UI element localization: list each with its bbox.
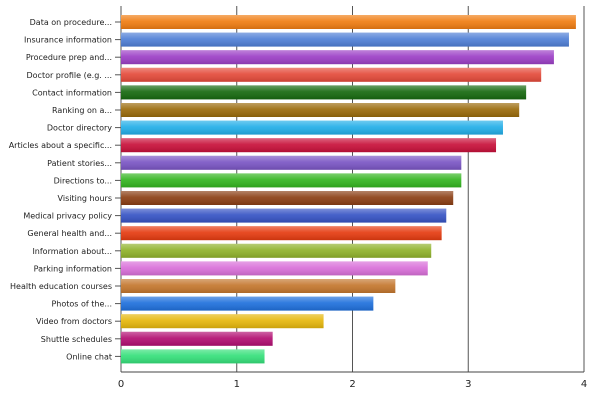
bar-highlight — [121, 279, 396, 293]
category-label: Patient stories... — [47, 159, 112, 168]
bar-highlight — [121, 138, 497, 153]
bar-highlight — [121, 243, 432, 258]
category-label: Articles about a specific... — [9, 141, 112, 150]
x-tick-label: 2 — [349, 379, 355, 390]
category-label: General health and... — [27, 229, 112, 238]
category-label: Parking information — [34, 264, 112, 273]
bar-series — [121, 15, 576, 364]
category-label: Insurance information — [24, 36, 112, 45]
x-tick-label: 0 — [118, 379, 124, 390]
bar-highlight — [121, 331, 273, 346]
category-label: Procedure prep and... — [26, 53, 112, 62]
category-label: Video from doctors — [36, 317, 112, 326]
category-label: Directions to... — [54, 176, 112, 185]
category-labels: Data on procedure... Insurance informatio… — [9, 18, 121, 361]
bar-highlight — [121, 103, 520, 117]
category-label: Ranking on a... — [52, 106, 112, 115]
x-axis-ticks: 0 1 2 3 4 — [118, 379, 587, 390]
bar-highlight — [121, 226, 442, 241]
bar-highlight — [121, 191, 454, 205]
x-tick-label: 3 — [465, 379, 471, 390]
bar-highlight — [121, 349, 265, 364]
category-label: Shuttle schedules — [41, 335, 112, 344]
category-label: Health education courses — [10, 282, 112, 291]
bar-highlight — [121, 120, 503, 135]
bar-highlight — [121, 261, 428, 276]
category-label: Information about... — [32, 247, 112, 256]
bar-highlight — [121, 32, 569, 47]
grid-lines — [120, 6, 585, 373]
bar-highlight — [121, 296, 374, 311]
bar-highlight — [121, 314, 324, 329]
category-label: Doctor profile (e.g. ... — [26, 71, 112, 80]
bar-highlight — [121, 208, 447, 223]
category-label: Online chat — [66, 352, 112, 361]
category-label: Contact information — [32, 88, 112, 97]
x-tick-label: 4 — [581, 379, 587, 390]
bar-highlight — [121, 173, 462, 188]
bar-highlight — [121, 50, 554, 65]
category-label: Photos of the... — [51, 300, 112, 309]
bar-highlight — [121, 67, 542, 82]
bar-highlight — [121, 85, 527, 100]
x-tick-label: 1 — [234, 379, 240, 390]
category-label: Visiting hours — [58, 194, 112, 203]
category-label: Doctor directory — [47, 124, 112, 133]
category-label: Medical privacy policy — [23, 212, 112, 221]
category-label: Data on procedure... — [30, 18, 112, 27]
bar-highlight — [121, 15, 576, 29]
bar-highlight — [121, 155, 462, 170]
